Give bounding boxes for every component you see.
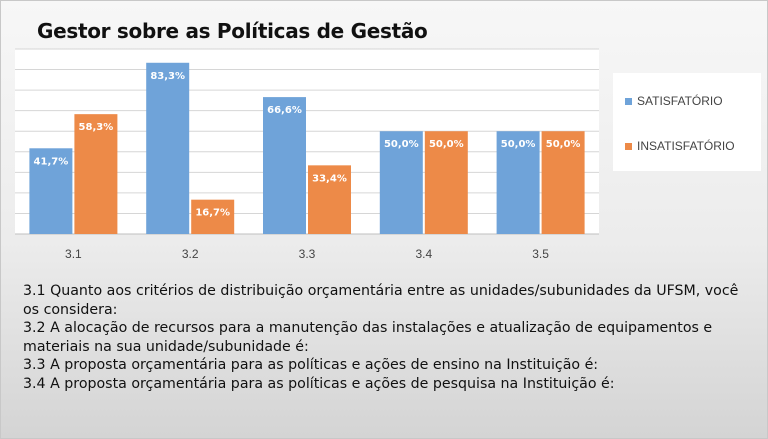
- note-3-2: 3.2 A alocação de recursos para a manute…: [23, 320, 713, 355]
- legend: SATISFATÓRIO INSATISFATÓRIO: [613, 73, 761, 171]
- data-label: 50,0%: [429, 139, 464, 150]
- data-label: 41,7%: [34, 156, 69, 167]
- data-labels: 41,7% 58,3% 83,3% 16,7% 66,6% 33,4% 50,0% 50,0%…: [34, 71, 581, 219]
- data-label: 33,4%: [312, 173, 347, 184]
- data-label: 16,7%: [195, 208, 230, 219]
- legend-label-insatisfatorio: INSATISFATÓRIO: [637, 139, 735, 153]
- data-label: 83,3%: [150, 71, 185, 82]
- bar-insatisfatorio-3.4: [424, 131, 468, 234]
- data-label: 50,0%: [384, 139, 419, 150]
- bar-satisfatorio-3.3: [263, 97, 306, 234]
- data-label: 50,0%: [501, 139, 536, 150]
- question-notes: 3.1 Quanto aos critérios de distribuição…: [23, 282, 753, 394]
- chart-title: Gestor sobre as Políticas de Gestão: [37, 19, 428, 43]
- legend-label-satisfatorio: SATISFATÓRIO: [637, 94, 723, 108]
- note-3-1: 3.1 Quanto aos critérios de distribuição…: [23, 283, 739, 318]
- bar-insatisfatorio-3.1: [74, 114, 118, 234]
- bar-insatisfatorio-3.3: [308, 165, 351, 234]
- legend-item-insatisfatorio: INSATISFATÓRIO: [625, 139, 735, 153]
- bars: [29, 62, 585, 235]
- data-label: 58,3%: [79, 122, 114, 133]
- legend-item-satisfatorio: SATISFATÓRIO: [625, 94, 723, 108]
- legend-swatch-insatisfatorio: [625, 142, 632, 150]
- x-tick-label: 3.5: [532, 247, 549, 261]
- bar-satisfatorio-3.5: [496, 131, 540, 234]
- data-label: 50,0%: [546, 139, 581, 150]
- bar-satisfatorio-3.1: [29, 148, 73, 234]
- legend-swatch-satisfatorio: [625, 97, 632, 105]
- x-tick-label: 3.3: [299, 247, 316, 261]
- data-label: 66,6%: [267, 105, 302, 116]
- bar-chart: 41,7% 58,3% 83,3% 16,7% 66,6% 33,4% 50,0% 50,0%…: [15, 48, 599, 261]
- bar-satisfatorio-3.4: [379, 131, 423, 234]
- bar-insatisfatorio-3.2: [191, 199, 235, 234]
- x-tick-label: 3.2: [182, 247, 199, 261]
- x-tick-label: 3.4: [415, 247, 432, 261]
- x-axis-ticks: 3.1 3.2 3.3 3.4 3.5: [65, 247, 549, 261]
- note-3-3: 3.3 A proposta orçamentária para as polí…: [23, 357, 599, 374]
- bar-satisfatorio-3.2: [146, 62, 190, 235]
- x-tick-label: 3.1: [65, 247, 82, 261]
- note-3-4: 3.4 A proposta orçamentária para as polí…: [23, 375, 615, 392]
- bar-insatisfatorio-3.5: [541, 131, 585, 234]
